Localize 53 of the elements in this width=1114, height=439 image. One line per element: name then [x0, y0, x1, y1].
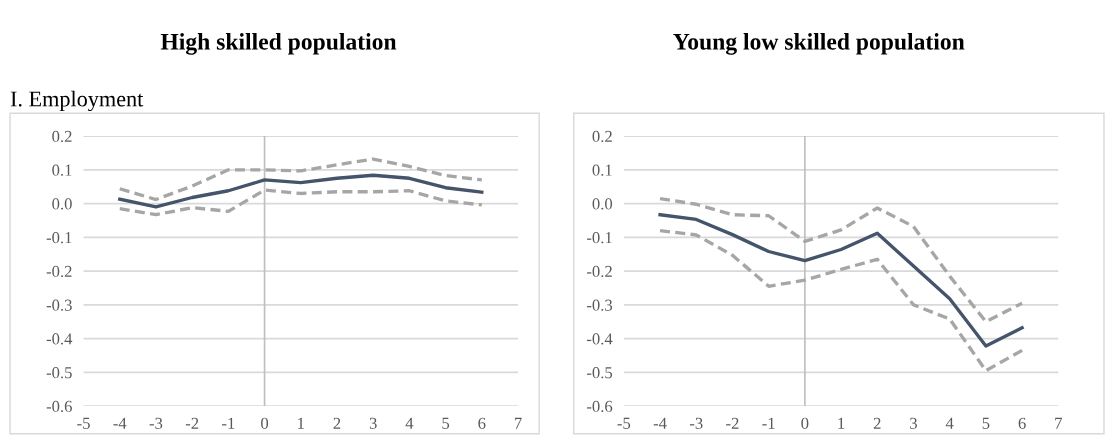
- y-tick-label: -0.5: [46, 367, 72, 379]
- y-tick-label: -0.4: [586, 333, 613, 345]
- x-tick-label: -1: [222, 417, 235, 429]
- x-tick-label: 3: [369, 417, 377, 429]
- y-tick-label: 0.0: [592, 198, 613, 210]
- x-tick-label: 1: [838, 417, 845, 429]
- x-tick-label: -2: [185, 417, 199, 429]
- y-tick-label: 0.0: [52, 198, 72, 210]
- x-tick-label: 0: [801, 417, 809, 429]
- y-tick-label: -0.4: [46, 333, 73, 345]
- x-tick-label: 5: [982, 417, 990, 429]
- y-tick-label: -0.1: [586, 232, 612, 244]
- y-tick-label: 0.1: [52, 164, 72, 176]
- x-tick-label: 6: [478, 417, 486, 429]
- y-tick-label: -0.2: [46, 265, 72, 278]
- x-tick-label: -2: [726, 417, 739, 429]
- line-series: [118, 188, 484, 217]
- x-tick-label: -3: [689, 417, 703, 429]
- line-series: [658, 228, 1024, 373]
- chart-title: Young low skilled population: [673, 33, 965, 55]
- chart-title: High skilled population: [160, 33, 397, 55]
- y-tick-label: 0.2: [592, 130, 612, 143]
- x-tick-label: -3: [149, 417, 163, 429]
- line-series: [658, 213, 1024, 348]
- x-tick-label: 2: [333, 417, 341, 429]
- x-tick-label: 5: [442, 417, 450, 429]
- x-tick-label: 7: [514, 417, 522, 429]
- chart-subtitle: I. Employment: [10, 90, 144, 112]
- y-tick-label: -0.3: [586, 299, 613, 311]
- x-tick-label: -5: [77, 417, 90, 429]
- x-tick-label: 7: [1055, 417, 1062, 429]
- x-tick-label: 6: [1018, 417, 1026, 429]
- line-series: [118, 157, 484, 202]
- y-tick-label: -0.1: [46, 232, 72, 244]
- line-series: [118, 173, 484, 209]
- x-tick-label: 1: [298, 417, 304, 429]
- y-tick-label: -0.5: [586, 367, 613, 379]
- x-tick-label: 4: [945, 417, 954, 429]
- x-tick-label: -1: [762, 417, 775, 429]
- y-tick-label: 0.1: [592, 164, 612, 176]
- y-tick-label: -0.6: [46, 400, 72, 413]
- x-tick-label: 0: [261, 417, 269, 429]
- x-tick-label: -4: [113, 417, 127, 429]
- line-series: [658, 196, 1024, 324]
- y-tick-label: -0.2: [586, 265, 612, 278]
- y-tick-label: 0.2: [52, 130, 72, 143]
- y-tick-label: -0.3: [46, 299, 72, 311]
- x-tick-label: 3: [910, 417, 917, 429]
- x-tick-label: -4: [653, 417, 667, 429]
- x-tick-label: 2: [873, 417, 881, 429]
- x-tick-label: -5: [617, 417, 631, 429]
- y-tick-label: -0.6: [586, 400, 613, 413]
- x-tick-label: 4: [405, 417, 414, 429]
